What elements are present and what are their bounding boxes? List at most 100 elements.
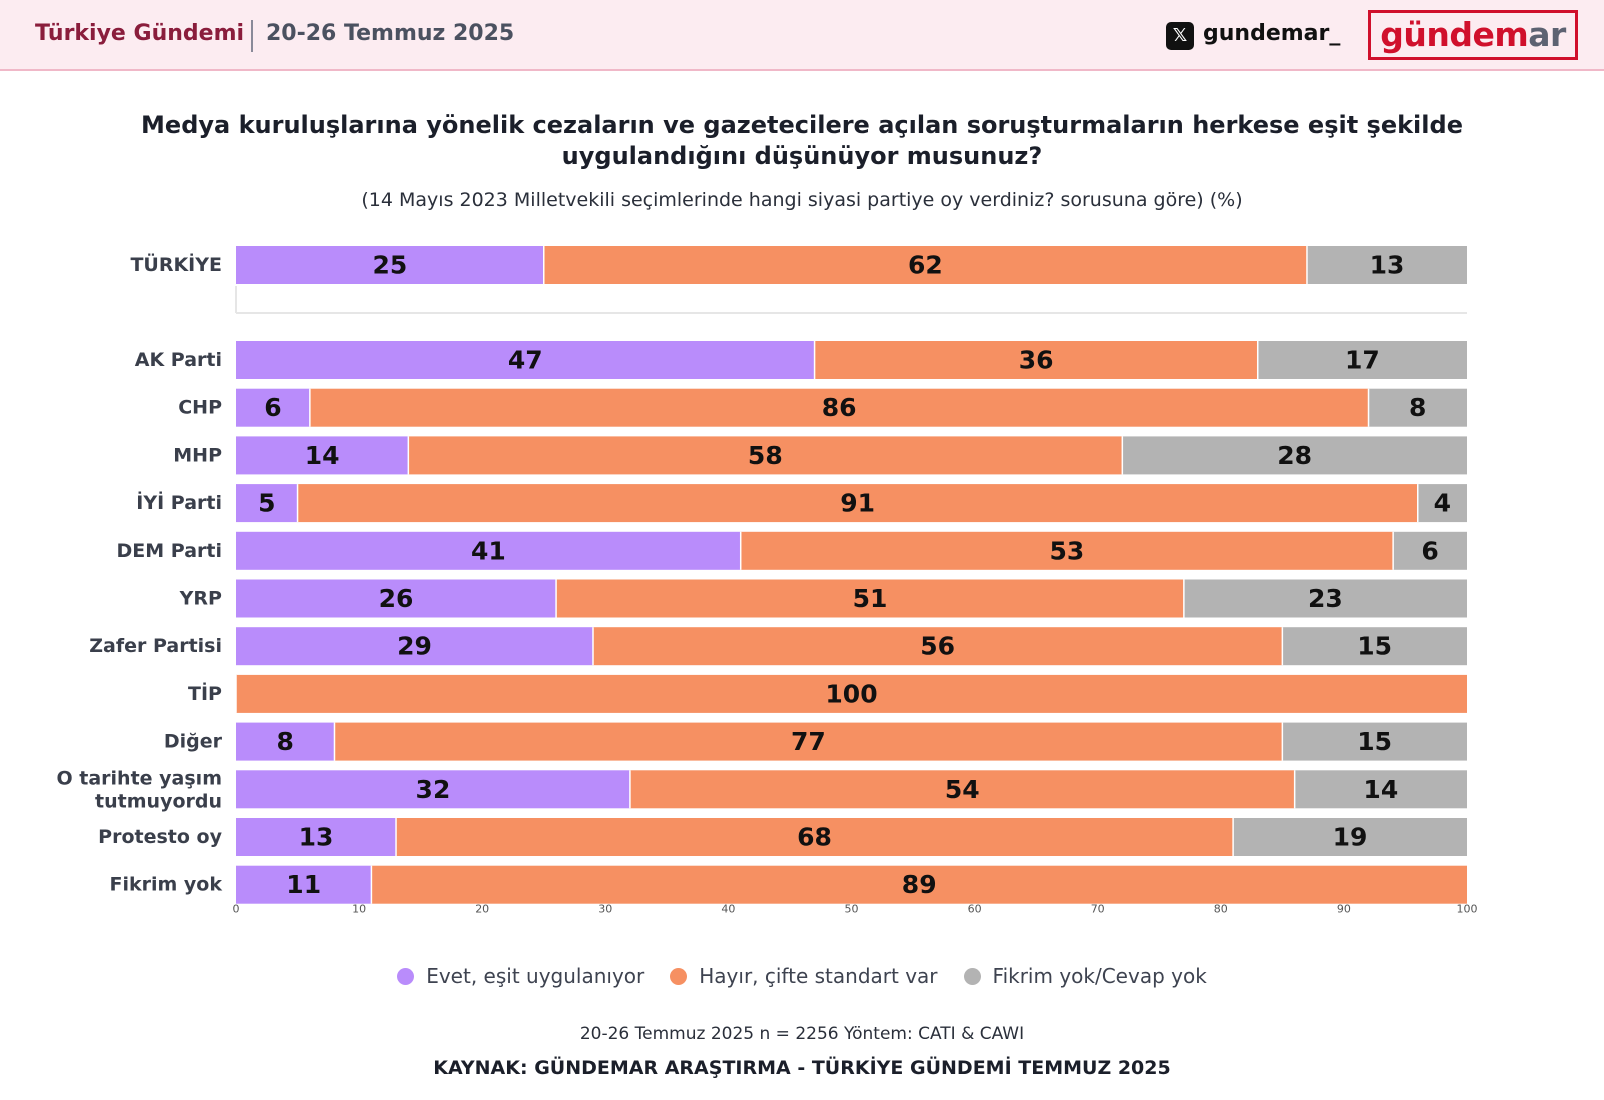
category-label: TÜRKİYE	[130, 252, 222, 276]
bar-evet	[236, 818, 397, 856]
data-label-evet: 11	[286, 870, 321, 899]
bar-hayir	[543, 246, 1307, 284]
chart-legend: Evet, eşit uygulanıyor Hayır, çifte stan…	[0, 964, 1604, 988]
bar-evet	[236, 627, 593, 666]
bar-fikrim-yok	[1257, 341, 1467, 379]
x-tick-label: 50	[845, 903, 859, 916]
bar-hayir	[814, 341, 1258, 379]
bar-evet	[236, 865, 372, 904]
bar-fikrim-yok	[1417, 484, 1467, 523]
data-label-fikrim-yok: 8	[1409, 393, 1426, 422]
data-label-evet: 32	[416, 775, 451, 804]
category-label: TİP	[188, 681, 222, 705]
data-label-evet: 29	[397, 632, 432, 661]
social-handle[interactable]: gundemar_	[1203, 21, 1341, 46]
data-label-evet: 47	[508, 346, 543, 375]
gundemar-logo: gündemar	[1368, 10, 1578, 60]
data-label-hayir: 58	[748, 441, 783, 470]
header-divider	[251, 20, 253, 52]
data-label-hayir: 89	[902, 870, 937, 899]
data-label-hayir: 53	[1050, 536, 1085, 565]
data-label-evet: 26	[379, 584, 414, 613]
data-label-fikrim-yok: 15	[1357, 727, 1392, 756]
data-label-hayir: 56	[920, 632, 955, 661]
logo-tail-text: ar	[1528, 15, 1566, 54]
x-tick-label: 40	[721, 903, 735, 916]
bar-fikrim-yok	[1368, 388, 1467, 427]
bar-evet	[236, 436, 409, 475]
bar-hayir	[297, 484, 1418, 523]
x-tick-label: 0	[233, 903, 240, 916]
bar-evet	[236, 246, 544, 284]
bar-fikrim-yok	[1183, 579, 1467, 618]
data-label-hayir: 54	[945, 775, 980, 804]
bar-hayir	[408, 436, 1123, 475]
bar-fikrim-yok	[1306, 246, 1467, 284]
data-label-evet: 25	[372, 251, 407, 280]
bar-hayir	[740, 531, 1394, 570]
chart-title: Medya kuruluşlarına yönelik cezaların ve…	[141, 111, 1463, 170]
data-label-fikrim-yok: 13	[1370, 251, 1405, 280]
legend-item-hayir: Hayır, çifte standart var	[670, 964, 938, 988]
bar-fikrim-yok	[1233, 818, 1467, 856]
data-label-hayir: 100	[825, 679, 877, 708]
data-label-hayir: 36	[1019, 346, 1054, 375]
data-label-hayir: 86	[822, 393, 857, 422]
data-label-fikrim-yok: 17	[1345, 346, 1380, 375]
bar-hayir	[556, 579, 1184, 618]
logo-main-text: gündem	[1380, 15, 1529, 54]
bar-fikrim-yok	[1122, 436, 1467, 475]
category-label: YRP	[179, 588, 222, 610]
bar-hayir	[396, 818, 1234, 856]
bar-evet	[236, 722, 335, 761]
data-label-evet: 41	[471, 536, 506, 565]
legend-dot-fikrim-yok	[963, 967, 981, 985]
legend-item-fikrim-yok: Fikrim yok/Cevap yok	[963, 964, 1207, 988]
bar-fikrim-yok	[1393, 531, 1467, 570]
data-label-hayir: 51	[853, 584, 888, 613]
data-label-evet: 6	[264, 393, 281, 422]
category-label: MHP	[173, 444, 222, 466]
bar-hayir	[371, 865, 1467, 904]
legend-label-fikrim-yok: Fikrim yok/Cevap yok	[992, 964, 1207, 988]
data-label-fikrim-yok: 14	[1363, 775, 1398, 804]
bar-hayir	[236, 674, 1467, 713]
bar-evet	[236, 579, 557, 618]
data-label-hayir: 77	[791, 727, 826, 756]
category-label: Protesto oy	[98, 826, 222, 848]
bar-evet	[236, 341, 815, 379]
data-label-fikrim-yok: 19	[1333, 823, 1368, 852]
bar-hayir	[334, 722, 1283, 761]
methodology-note: 20-26 Temmuz 2025 n = 2256 Yöntem: CATI …	[579, 1024, 1025, 1044]
bar-fikrim-yok	[1282, 627, 1467, 666]
legend-label-evet: Evet, eşit uygulanıyor	[426, 964, 645, 988]
data-label-hayir: 62	[908, 251, 943, 280]
x-tick-label: 60	[968, 903, 982, 916]
x-logo-icon[interactable]: 𝕏	[1166, 22, 1194, 50]
bar-fikrim-yok	[1282, 722, 1467, 761]
header-title: Türkiye Gündemi	[35, 21, 245, 46]
legend-item-evet: Evet, eşit uygulanıyor	[397, 964, 644, 988]
bar-evet	[236, 531, 741, 570]
header-date: 20-26 Temmuz 2025	[266, 21, 515, 46]
x-tick-label: 90	[1337, 903, 1351, 916]
x-tick-label: 10	[352, 903, 366, 916]
data-label-evet: 14	[305, 441, 340, 470]
header-bar: Türkiye Gündemi 20-26 Temmuz 2025 𝕏 gund…	[0, 0, 1604, 71]
legend-label-hayir: Hayır, çifte standart var	[699, 964, 938, 988]
legend-dot-evet	[397, 967, 415, 985]
bar-hayir	[592, 627, 1283, 666]
category-label: Diğer	[164, 731, 223, 753]
category-label: DEM Parti	[117, 540, 222, 562]
data-label-fikrim-yok: 28	[1277, 441, 1312, 470]
bar-evet	[236, 484, 298, 523]
source-note: KAYNAK: GÜNDEMAR ARAŞTIRMA - TÜRKİYE GÜN…	[433, 1057, 1171, 1079]
data-label-fikrim-yok: 6	[1421, 536, 1438, 565]
data-label-evet: 13	[299, 823, 334, 852]
category-label: AK Parti	[135, 349, 222, 371]
data-label-fikrim-yok: 4	[1434, 489, 1451, 518]
category-label: O tarihte yaşım tutmuyordu	[57, 767, 223, 812]
data-label-fikrim-yok: 23	[1308, 584, 1343, 613]
data-label-evet: 8	[277, 727, 294, 756]
